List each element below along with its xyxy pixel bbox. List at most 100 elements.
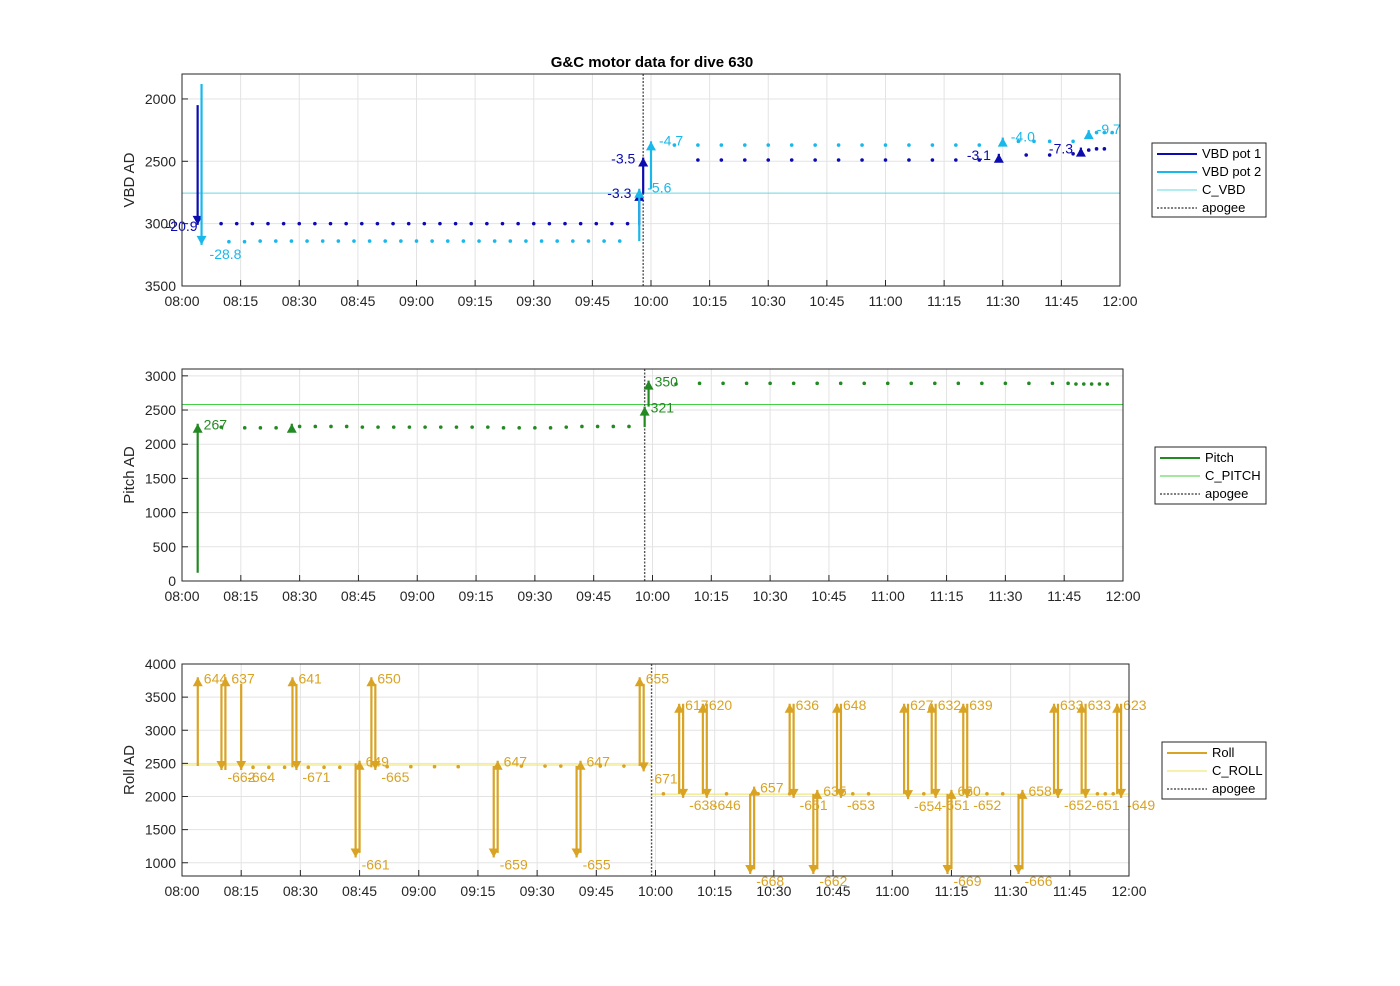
- x-tick-label: 11:30: [994, 883, 1028, 899]
- data-point: [721, 381, 725, 386]
- data-point: [836, 158, 841, 162]
- move-arrowhead: [832, 703, 843, 713]
- data-point: [907, 158, 911, 162]
- move-arrowhead: [287, 677, 298, 687]
- move-arrowhead: [1080, 788, 1091, 798]
- move-label: -5.6: [647, 180, 671, 196]
- move-label: 647: [504, 754, 528, 770]
- x-tick-label: 08:30: [283, 883, 318, 899]
- x-tick-label: 10:45: [811, 588, 846, 604]
- move-label: -659: [500, 856, 528, 872]
- move-label: 620: [709, 697, 733, 713]
- y-tick-label: 4000: [145, 656, 176, 672]
- move-arrowhead: [639, 406, 650, 416]
- move-arrowhead: [993, 153, 1004, 163]
- move-arrowhead: [354, 760, 365, 770]
- data-point: [344, 424, 349, 429]
- data-point: [956, 381, 961, 386]
- legend-label: apogee: [1205, 486, 1248, 501]
- x-tick-label: 10:30: [751, 293, 786, 309]
- data-point: [1095, 792, 1100, 796]
- y-tick-label: 3500: [145, 278, 176, 294]
- move-arrowhead: [997, 137, 1008, 147]
- data-point: [930, 158, 935, 162]
- move-label: -3.3: [607, 185, 631, 201]
- x-tick-label: 08:30: [282, 588, 317, 604]
- move-arrowhead: [638, 157, 649, 167]
- x-tick-label: 09:00: [399, 293, 434, 309]
- data-point: [274, 239, 278, 243]
- x-tick-label: 08:45: [340, 293, 375, 309]
- x-tick-label: 10:00: [638, 883, 673, 899]
- move-arrowhead: [697, 703, 708, 713]
- move-arrowhead: [216, 761, 227, 770]
- data-point: [250, 221, 255, 226]
- move-arrowhead: [1075, 147, 1086, 157]
- move-arrowhead: [220, 677, 231, 687]
- data-point: [1102, 147, 1107, 151]
- data-point: [432, 764, 437, 769]
- panel-2: 08:00 08:15 08:30 08:45 09:00 09:15 09:30 09:45…: [121, 368, 1141, 604]
- data-point: [1047, 139, 1052, 144]
- data-point: [516, 221, 520, 226]
- data-point: [627, 424, 631, 429]
- data-point: [282, 765, 287, 770]
- data-point: [622, 764, 626, 768]
- move-arrowhead: [903, 790, 914, 800]
- move-label: 633: [1060, 697, 1084, 713]
- move-label: -652: [973, 797, 1001, 813]
- data-point: [360, 425, 365, 429]
- data-point: [1110, 130, 1114, 135]
- move-label: 636: [796, 697, 820, 713]
- move-arrowhead: [192, 677, 203, 687]
- data-point: [501, 426, 506, 430]
- move-arrowhead: [958, 703, 969, 713]
- data-point: [547, 221, 552, 226]
- data-point: [1074, 382, 1078, 386]
- move-arrowhead: [192, 423, 203, 433]
- move-arrowhead: [634, 188, 645, 198]
- data-point: [696, 143, 700, 147]
- data-point: [563, 221, 567, 226]
- move-arrowhead: [1049, 703, 1060, 713]
- data-point: [305, 239, 309, 243]
- data-point: [586, 239, 591, 243]
- move-arrowhead: [678, 788, 689, 798]
- chart-title: G&C motor data for dive 630: [551, 54, 754, 71]
- move-arrowhead: [812, 789, 823, 799]
- data-point: [422, 221, 427, 226]
- data-point: [922, 792, 926, 796]
- legend-label: C_VBD: [1202, 182, 1245, 197]
- data-point: [1016, 139, 1021, 144]
- data-point: [258, 426, 263, 430]
- data-point: [274, 426, 278, 430]
- move-arrowhead: [196, 235, 207, 245]
- data-point: [836, 143, 841, 147]
- plot-frame: [181, 663, 1130, 877]
- data-point: [519, 764, 524, 768]
- data-point: [1000, 792, 1005, 796]
- data-point: [766, 158, 771, 162]
- data-point: [617, 239, 622, 243]
- data-point: [559, 764, 563, 768]
- data-point: [267, 765, 271, 770]
- data-point: [1097, 382, 1102, 386]
- move-arrowhead: [575, 760, 586, 770]
- data-point: [289, 239, 294, 243]
- x-tick-label: 09:30: [520, 883, 555, 899]
- data-point: [696, 158, 700, 162]
- data-point: [1071, 152, 1075, 156]
- data-point: [367, 239, 372, 243]
- move-label: -661: [362, 856, 390, 872]
- data-point: [1032, 139, 1036, 144]
- data-point: [445, 239, 450, 243]
- series-2: -28.8 -5.6 -4.7 -4.0 -9.7: [196, 83, 1121, 262]
- y-tick-label: 3000: [145, 216, 176, 232]
- data-point: [866, 792, 871, 796]
- data-point: [850, 792, 855, 796]
- data-point: [1024, 153, 1028, 157]
- data-point: [1105, 382, 1110, 386]
- x-tick-label: 11:15: [927, 293, 961, 309]
